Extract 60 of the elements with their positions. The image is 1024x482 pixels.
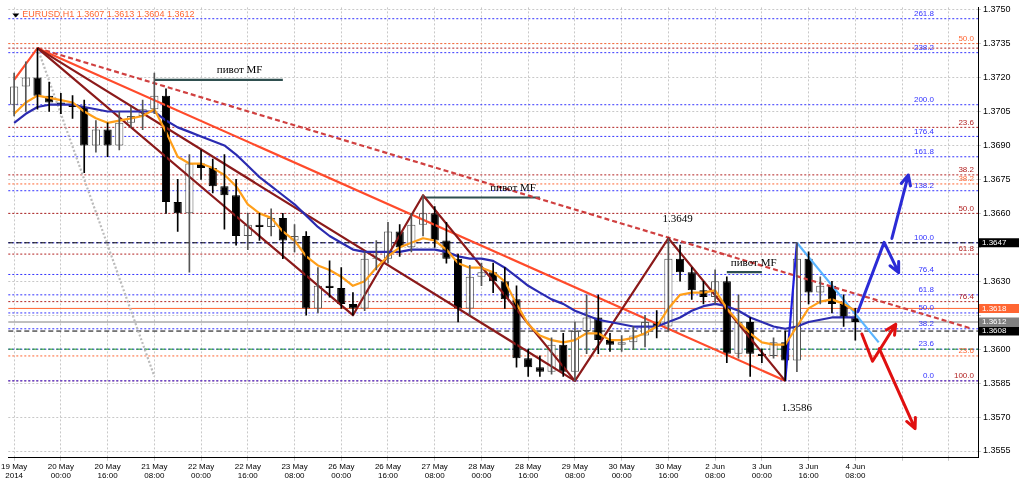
x-tick-label: 23 May 08:00 [281,461,308,481]
annotation: 100.0 [913,232,935,242]
y-tick-label: 1.3555 [983,445,1011,456]
x-tick-label: 19 May 2014 [1,461,28,481]
annotation: 261.8 [913,8,935,18]
annotation: 61.8 [958,244,975,254]
y-tick-label: 1.3660 [983,207,1011,218]
ref-line-label: 1.3608 [982,326,1008,336]
x-tick-label: 28 May 16:00 [515,461,542,481]
x-tick-label: 27 May 08:00 [421,461,448,481]
annotation: 61.8 [918,285,935,295]
x-tick-label: 3 Jun 00:00 [751,461,773,481]
x-tick-label: 29 May 08:00 [561,461,589,481]
y-tick-label: 1.3600 [983,343,1011,354]
x-tick-label: 26 May 16:00 [374,461,402,481]
ref-line-label: 1.3612 [982,317,1008,327]
annotation: 38.2 [918,318,935,328]
ref-line-label: 1.3647 [982,237,1008,247]
x-tick-label: 2 Jun 08:00 [705,461,726,481]
y-tick-label: 1.3630 [983,275,1011,286]
x-tick-label: 26 May 00:00 [328,461,355,481]
annotation: пивот MF [730,255,777,268]
y-tick-label: 1.3585 [983,377,1011,388]
annotation: 50.0 [958,203,975,213]
x-tick-label: 22 May 16:00 [234,461,261,481]
x-tick-label: 3 Jun 16:00 [798,461,820,481]
annotation: 100.0 [953,371,975,381]
annotation: 76.4 [918,264,935,274]
x-tick-label: 20 May 00:00 [47,461,74,481]
x-tick-label: 20 May 16:00 [94,461,121,481]
ref-line-label: 1.3618 [982,303,1008,313]
y-tick-label: 1.3750 [983,4,1011,15]
annotation: 238.2 [913,42,935,52]
annotation: пивот MF [216,63,263,76]
annotation: 138.2 [913,180,935,190]
x-tick-label: 30 May 00:00 [608,461,635,481]
annotation: 1.3586 [781,401,813,414]
annotation: 23.6 [918,339,935,349]
annotation: 200.0 [913,94,935,104]
annotation: 23.6 [958,117,975,127]
x-tick-label: 28 May 00:00 [468,461,495,481]
y-tick-label: 1.3735 [983,38,1011,49]
y-tick-label: 1.3675 [983,173,1011,184]
x-tick-label: 21 May 08:00 [141,461,168,481]
annotation: 0.0 [922,371,935,381]
x-tick-label: 22 May 00:00 [187,461,215,481]
annotation: 38.2 [958,165,975,175]
y-tick-label: 1.3705 [983,106,1011,116]
annotation: 76.4 [958,291,975,301]
y-tick-label: 1.3720 [983,72,1011,83]
annotation: 50.0 [958,33,975,43]
chart-title: EURUSD,H1 1.3607 1.3613 1.3604 1.3612 [22,9,195,20]
annotation: 161.8 [913,146,935,156]
y-tick-label: 1.3570 [983,411,1011,422]
y-tick-label: 1.3690 [983,139,1011,150]
x-tick-label: 30 May 16:00 [655,461,682,481]
annotation: 38.2 [958,174,975,184]
annotation: 1.3649 [662,211,694,224]
annotation: 176.4 [913,126,935,136]
x-tick-label: 4 Jun 08:00 [845,461,866,481]
